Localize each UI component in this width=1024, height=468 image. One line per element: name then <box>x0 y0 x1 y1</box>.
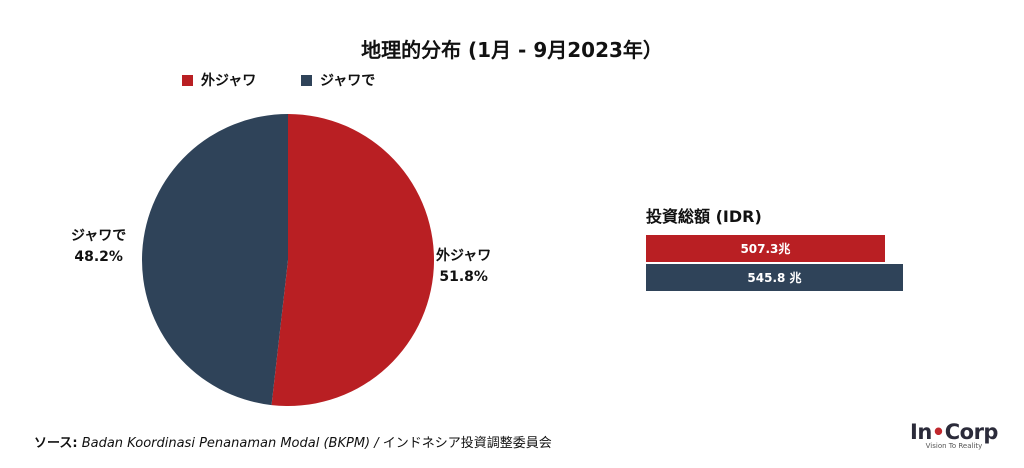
logo-tagline: Vision To Reality <box>925 442 983 450</box>
bar-label-outer-java: 507.3兆 <box>740 242 791 256</box>
slice-value-java: 48.2% <box>74 249 123 265</box>
logo-brand-right: Corp <box>944 420 999 444</box>
investment-title: 投資総額 (IDR) <box>646 207 762 226</box>
chart-title: 地理的分布 (1月 - 9月2023年） <box>361 38 663 62</box>
pie-slice-java <box>141 114 288 406</box>
source-label: ソース: <box>34 436 78 451</box>
legend-swatch-java <box>301 74 312 86</box>
pie-slice-outer-java <box>271 114 434 406</box>
source-rest: インドネシア投資調整委員会 <box>382 436 552 451</box>
slice-name-java: ジャワで <box>71 228 127 244</box>
bar-outer-java: 507.3兆 <box>646 235 885 262</box>
legend-item-outer-java: 外ジャワ <box>182 70 256 90</box>
legend-label-outer-java: 外ジャワ <box>201 73 257 89</box>
legend-swatch-outer-java <box>182 74 193 86</box>
incorp-logo: In•Corp Vision To Reality <box>904 420 1004 450</box>
source-italic: Badan Koordinasi Penanaman Modal (BKPM) … <box>81 436 379 451</box>
source-note: ソース: Badan Koordinasi Penanaman Modal (B… <box>34 432 552 451</box>
logo-brand: In•Corp <box>904 420 1004 444</box>
slice-label-outer-java: 外ジャワ 51.8% <box>436 246 491 288</box>
slice-name-outer-java: 外ジャワ <box>436 248 492 264</box>
legend-item-java: ジャワで <box>301 70 375 90</box>
logo-dot-icon: • <box>931 420 945 444</box>
legend-label-java: ジャワで <box>320 73 376 89</box>
slice-label-java: ジャワで 48.2% <box>71 226 126 268</box>
slice-value-outer-java: 51.8% <box>439 269 488 285</box>
bar-label-java: 545.8 兆 <box>747 271 802 285</box>
bar-java: 545.8 兆 <box>646 264 903 291</box>
logo-brand-left: In <box>910 420 932 444</box>
